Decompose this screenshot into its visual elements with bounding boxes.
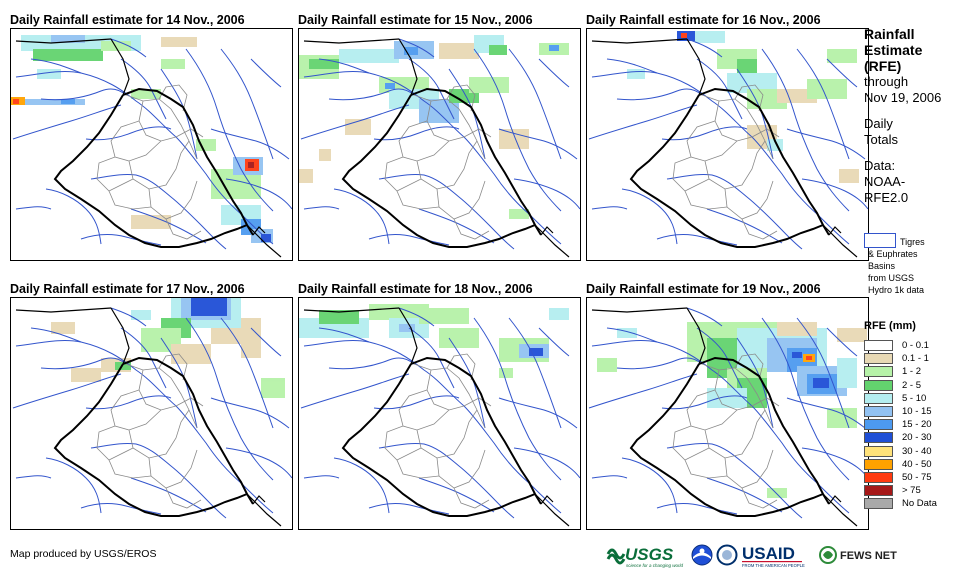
- fewsnet-wordmark: FEWS NET: [840, 550, 897, 562]
- sidebar-data-source-2: RFE2.0: [864, 190, 909, 205]
- logo-strip: USGS science for a changing world USAID …: [606, 542, 956, 568]
- legend-item: 1 - 2: [864, 365, 964, 378]
- legend-swatch: [864, 458, 893, 470]
- legend-label: 0 - 0.1: [902, 340, 929, 351]
- legend-label: 2 - 5: [902, 379, 922, 391]
- legend-item: 0.1 - 1: [864, 352, 964, 365]
- legend-swatch: [864, 353, 893, 365]
- legend-swatch: [864, 392, 893, 404]
- legend-label: No Data: [902, 498, 937, 510]
- legend-label: 30 - 40: [902, 445, 932, 457]
- legend-label: 20 - 30: [902, 432, 932, 444]
- map-panel-17-nov: Daily Rainfall estimate for 17 Nov., 200…: [10, 281, 293, 530]
- usaid-wordmark: USAID: [742, 544, 795, 563]
- usaid-logo: USAID FROM THE AMERICAN PEOPLE: [742, 544, 805, 568]
- legend-swatch: [864, 366, 893, 378]
- basin-key-line-5: Hydro 1k data: [868, 285, 925, 295]
- fewsnet-logo: FEWS NET: [819, 546, 897, 564]
- map-credit: Map produced by USGS/EROS: [10, 548, 157, 560]
- panel-title: Daily Rainfall estimate for 16 Nov., 200…: [586, 13, 821, 27]
- usgs-tagline: science for a changing world: [626, 563, 684, 568]
- legend-swatch: [864, 379, 893, 391]
- legend-item: 20 - 30: [864, 431, 964, 444]
- legend-label: 5 - 10: [902, 392, 927, 404]
- legend-swatch: [864, 471, 893, 483]
- legend-swatch: [864, 485, 893, 497]
- rainfall-map: [10, 297, 293, 530]
- legend-label: 40 - 50: [902, 458, 932, 470]
- usgs-wordmark: USGS: [625, 545, 674, 564]
- rainfall-map: [298, 28, 581, 261]
- legend-item: No Data: [864, 497, 964, 510]
- legend-item: 5 - 10: [864, 392, 964, 405]
- sidebar-title-line-2: Estimate: [864, 42, 923, 58]
- legend-label: 0.1 - 1: [902, 353, 929, 365]
- usaid-tagline: FROM THE AMERICAN PEOPLE: [742, 563, 805, 568]
- legend-label: 15 - 20: [902, 419, 932, 431]
- sidebar-through: through: [864, 74, 909, 89]
- panel-title: Daily Rainfall estimate for 15 Nov., 200…: [298, 13, 533, 27]
- map-panel-14-nov: Daily Rainfall estimate for 14 Nov., 200…: [10, 12, 293, 261]
- legend-item: 40 - 50: [864, 458, 964, 471]
- map-panel-15-nov: Daily Rainfall estimate for 15 Nov., 200…: [298, 12, 581, 261]
- sidebar-title-line-3: (RFE): [864, 58, 902, 74]
- legend-item: 0 - 0.1: [864, 339, 964, 352]
- map-panel-18-nov: Daily Rainfall estimate for 18 Nov., 200…: [298, 281, 581, 530]
- sidebar-data-label: Data:: [864, 158, 896, 173]
- legend-swatch: [864, 445, 893, 457]
- rainfall-map: [586, 297, 869, 530]
- rainfall-map: [586, 28, 869, 261]
- legend-label: 1 - 2: [902, 366, 922, 378]
- legend-label: 50 - 75: [902, 471, 932, 483]
- basin-key-line-3: Basins: [868, 261, 896, 271]
- panel-title: Daily Rainfall estimate for 18 Nov., 200…: [298, 282, 533, 296]
- legend-item: 15 - 20: [864, 418, 964, 431]
- legend-item: 2 - 5: [864, 379, 964, 392]
- rainfall-map: [10, 28, 293, 261]
- legend-swatch: [864, 405, 893, 417]
- usgs-logo: USGS science for a changing world: [606, 545, 684, 568]
- panel-title: Daily Rainfall estimate for 17 Nov., 200…: [10, 282, 245, 296]
- legend-swatch: [864, 340, 893, 351]
- legend-label: > 75: [902, 485, 921, 497]
- basin-key-line-2: & Euphrates: [868, 249, 918, 259]
- noaa-logo: [691, 544, 713, 566]
- sidebar-date: Nov 19, 2006: [864, 90, 942, 105]
- basin-key-line-4: from USGS: [868, 273, 915, 283]
- map-panel-19-nov: Daily Rainfall estimate for 19 Nov., 200…: [586, 281, 869, 530]
- legend-item: > 75: [864, 484, 964, 497]
- legend-title: RFE (mm): [864, 320, 916, 332]
- legend-swatch: [864, 498, 893, 510]
- basin-swatch: [864, 233, 896, 248]
- sidebar-title-line-1: Rainfall: [864, 26, 915, 42]
- panel-title: Daily Rainfall estimate for 19 Nov., 200…: [586, 282, 821, 296]
- legend-item: 30 - 40: [864, 445, 964, 458]
- dos-seal-logo: [716, 544, 738, 566]
- legend-swatch: [864, 432, 893, 444]
- rainfall-map: [298, 297, 581, 530]
- legend-swatch: [864, 419, 893, 431]
- sidebar-data-source-1: NOAA-: [864, 174, 906, 189]
- basin-key-line-1: Tigres: [900, 237, 925, 247]
- legend-item: 10 - 15: [864, 405, 964, 418]
- legend-label: 10 - 15: [902, 405, 932, 417]
- panel-title: Daily Rainfall estimate for 14 Nov., 200…: [10, 13, 245, 27]
- legend-item: 50 - 75: [864, 471, 964, 484]
- sidebar-description: Rainfall Estimate (RFE) through Nov 19, …: [864, 26, 964, 206]
- sidebar-daily: Daily: [864, 116, 893, 131]
- sidebar-totals: Totals: [864, 132, 898, 147]
- map-panel-16-nov: Daily Rainfall estimate for 16 Nov., 200…: [586, 12, 869, 261]
